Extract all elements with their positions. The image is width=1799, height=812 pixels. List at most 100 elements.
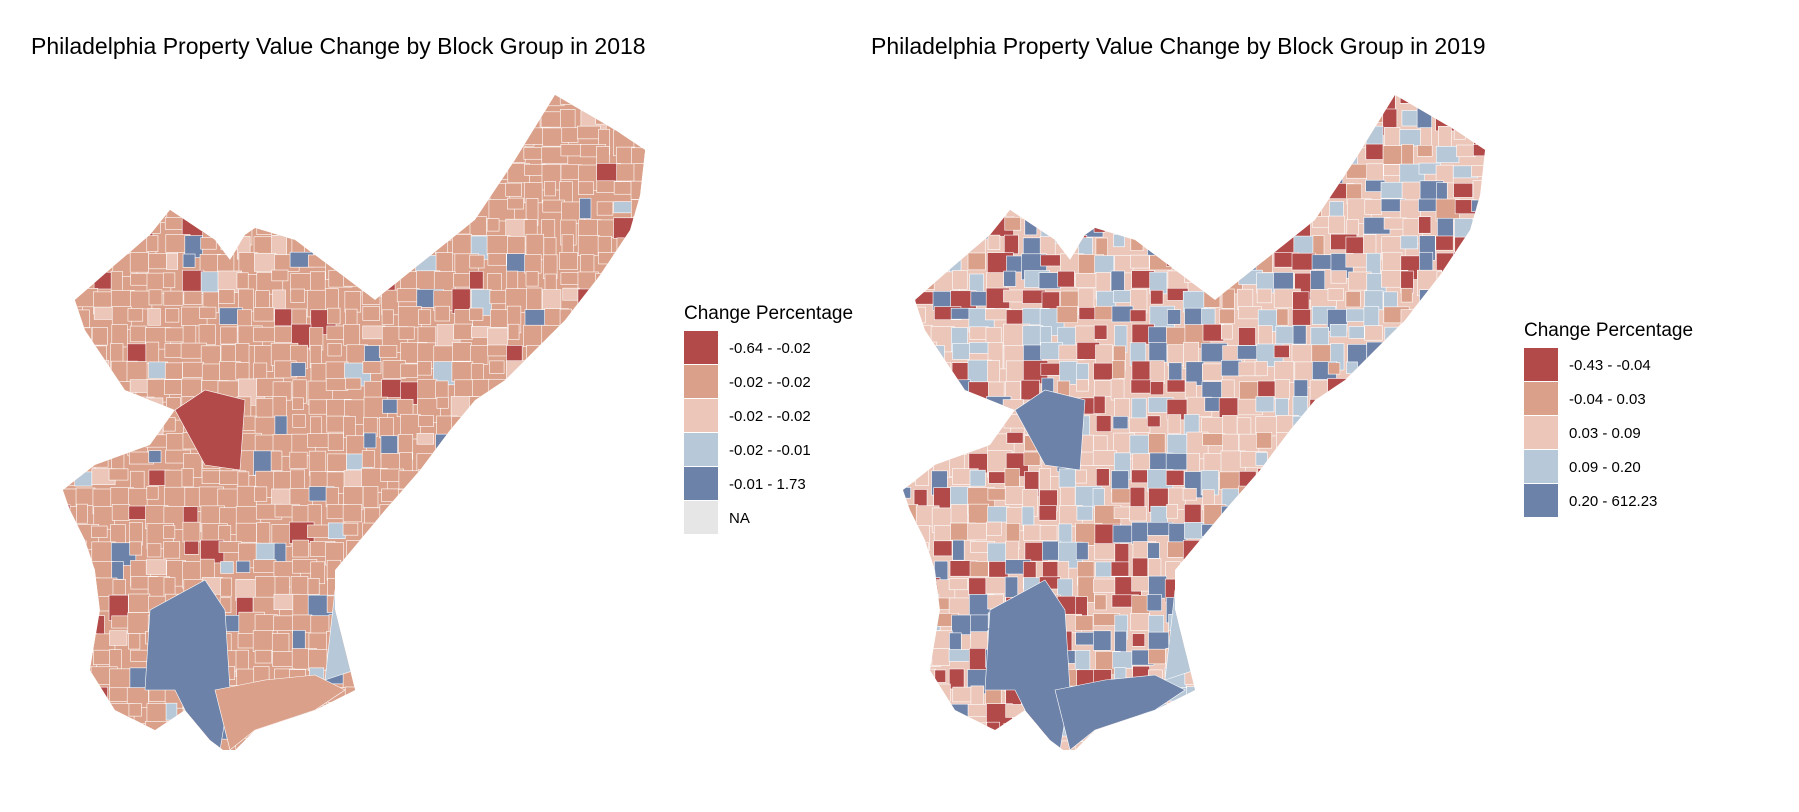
block-group bbox=[1454, 111, 1477, 124]
block-group bbox=[1075, 631, 1096, 646]
block-group bbox=[1112, 740, 1134, 750]
block-group bbox=[1096, 290, 1116, 309]
block-group bbox=[632, 432, 645, 449]
block-group bbox=[234, 201, 257, 216]
block-group bbox=[1186, 251, 1211, 279]
block-group bbox=[987, 360, 1000, 385]
block-group bbox=[488, 432, 505, 453]
block-group bbox=[1257, 504, 1271, 527]
block-group bbox=[1473, 505, 1485, 528]
block-group bbox=[436, 595, 453, 622]
block-group bbox=[1418, 95, 1443, 111]
block-group bbox=[452, 451, 468, 465]
block-group bbox=[416, 128, 437, 145]
block-group bbox=[1254, 182, 1279, 206]
block-group bbox=[63, 378, 73, 392]
block-group bbox=[1131, 128, 1146, 154]
block-group bbox=[183, 290, 203, 305]
block-group bbox=[272, 162, 297, 179]
block-group bbox=[220, 235, 239, 251]
block-group bbox=[1292, 522, 1318, 551]
block-group bbox=[128, 416, 153, 442]
block-group bbox=[1400, 344, 1428, 364]
block-group bbox=[1344, 649, 1368, 671]
block-group bbox=[1453, 327, 1467, 341]
block-group bbox=[1041, 182, 1068, 201]
block-group bbox=[292, 614, 313, 634]
block-group bbox=[1366, 341, 1393, 363]
block-group bbox=[1401, 701, 1418, 725]
block-group bbox=[577, 578, 595, 595]
block-group bbox=[1041, 377, 1054, 393]
block-group bbox=[1345, 380, 1358, 399]
block-group bbox=[129, 723, 146, 742]
block-group bbox=[951, 107, 967, 123]
block-group bbox=[290, 273, 311, 291]
block-group bbox=[397, 489, 426, 516]
block-group bbox=[1166, 253, 1191, 267]
block-group bbox=[487, 145, 513, 172]
block-group bbox=[470, 435, 492, 455]
block-group bbox=[471, 523, 486, 536]
block-group bbox=[1489, 415, 1495, 439]
block-group bbox=[966, 110, 983, 126]
block-group bbox=[507, 579, 528, 605]
block-group bbox=[1310, 486, 1329, 511]
legend-item: -0.04 - 0.03 bbox=[1524, 382, 1693, 416]
block-group bbox=[1165, 470, 1185, 486]
block-group bbox=[382, 181, 410, 205]
legend-label: 0.09 - 0.20 bbox=[1569, 458, 1641, 476]
block-group bbox=[434, 612, 458, 627]
block-group bbox=[1274, 504, 1300, 530]
block-group bbox=[613, 306, 627, 326]
block-group bbox=[1474, 611, 1485, 636]
block-group bbox=[1165, 738, 1186, 750]
block-group bbox=[1471, 704, 1485, 721]
block-group bbox=[146, 397, 164, 423]
block-group bbox=[397, 306, 422, 328]
block-group bbox=[598, 593, 624, 622]
block-group bbox=[1183, 128, 1208, 148]
block-group bbox=[1238, 327, 1256, 346]
block-group bbox=[415, 200, 437, 223]
block-group bbox=[1256, 288, 1273, 304]
block-group bbox=[1147, 95, 1163, 108]
block-group bbox=[452, 539, 469, 561]
block-group bbox=[63, 309, 79, 337]
block-group bbox=[1292, 144, 1311, 158]
block-group bbox=[1292, 415, 1312, 436]
block-group bbox=[558, 343, 578, 364]
block-group bbox=[1092, 450, 1117, 466]
block-group bbox=[488, 505, 507, 520]
block-group bbox=[1328, 110, 1347, 134]
block-group bbox=[1366, 252, 1381, 276]
block-group bbox=[288, 737, 310, 750]
block-group bbox=[1328, 215, 1346, 235]
block-group bbox=[651, 740, 655, 750]
block-group bbox=[1471, 432, 1485, 446]
block-group bbox=[145, 182, 165, 201]
block-group bbox=[488, 740, 501, 750]
block-group bbox=[1221, 648, 1247, 670]
block-group bbox=[396, 740, 420, 750]
block-group bbox=[489, 109, 502, 127]
block-group bbox=[398, 95, 411, 113]
block-group bbox=[903, 739, 922, 750]
block-group bbox=[129, 667, 148, 691]
block-group bbox=[253, 326, 277, 343]
block-group bbox=[362, 361, 382, 374]
block-group bbox=[580, 468, 596, 495]
legend-title: Change Percentage bbox=[1524, 320, 1694, 341]
block-group bbox=[435, 199, 462, 225]
block-group bbox=[969, 469, 986, 487]
block-group bbox=[1204, 215, 1219, 242]
block-group bbox=[1472, 489, 1485, 505]
block-group bbox=[1202, 703, 1221, 721]
block-group bbox=[615, 525, 630, 541]
block-group bbox=[1346, 631, 1366, 648]
block-group bbox=[470, 164, 493, 191]
block-group bbox=[63, 720, 76, 745]
block-group bbox=[1473, 306, 1485, 330]
block-group bbox=[327, 453, 347, 472]
block-group bbox=[1111, 305, 1134, 323]
